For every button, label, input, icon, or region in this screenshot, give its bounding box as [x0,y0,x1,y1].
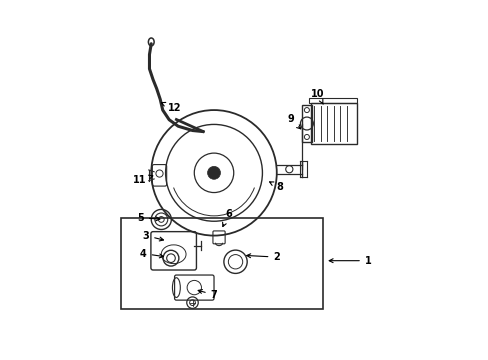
Bar [310,103,357,144]
Text: 10: 10 [311,89,324,104]
Bar [121,218,323,309]
Text: 11: 11 [133,175,153,185]
Bar [308,98,357,103]
Text: 4: 4 [140,248,163,258]
Text: 9: 9 [286,114,300,129]
Circle shape [207,166,220,179]
Text: 2: 2 [246,252,280,262]
Text: 8: 8 [269,182,283,192]
Text: 3: 3 [142,231,163,241]
Text: 1: 1 [328,256,371,266]
Text: 12: 12 [161,102,181,113]
Bar [301,105,311,142]
Text: 7: 7 [198,289,217,300]
Text: 6: 6 [222,209,231,226]
Text: 5: 5 [137,213,160,222]
